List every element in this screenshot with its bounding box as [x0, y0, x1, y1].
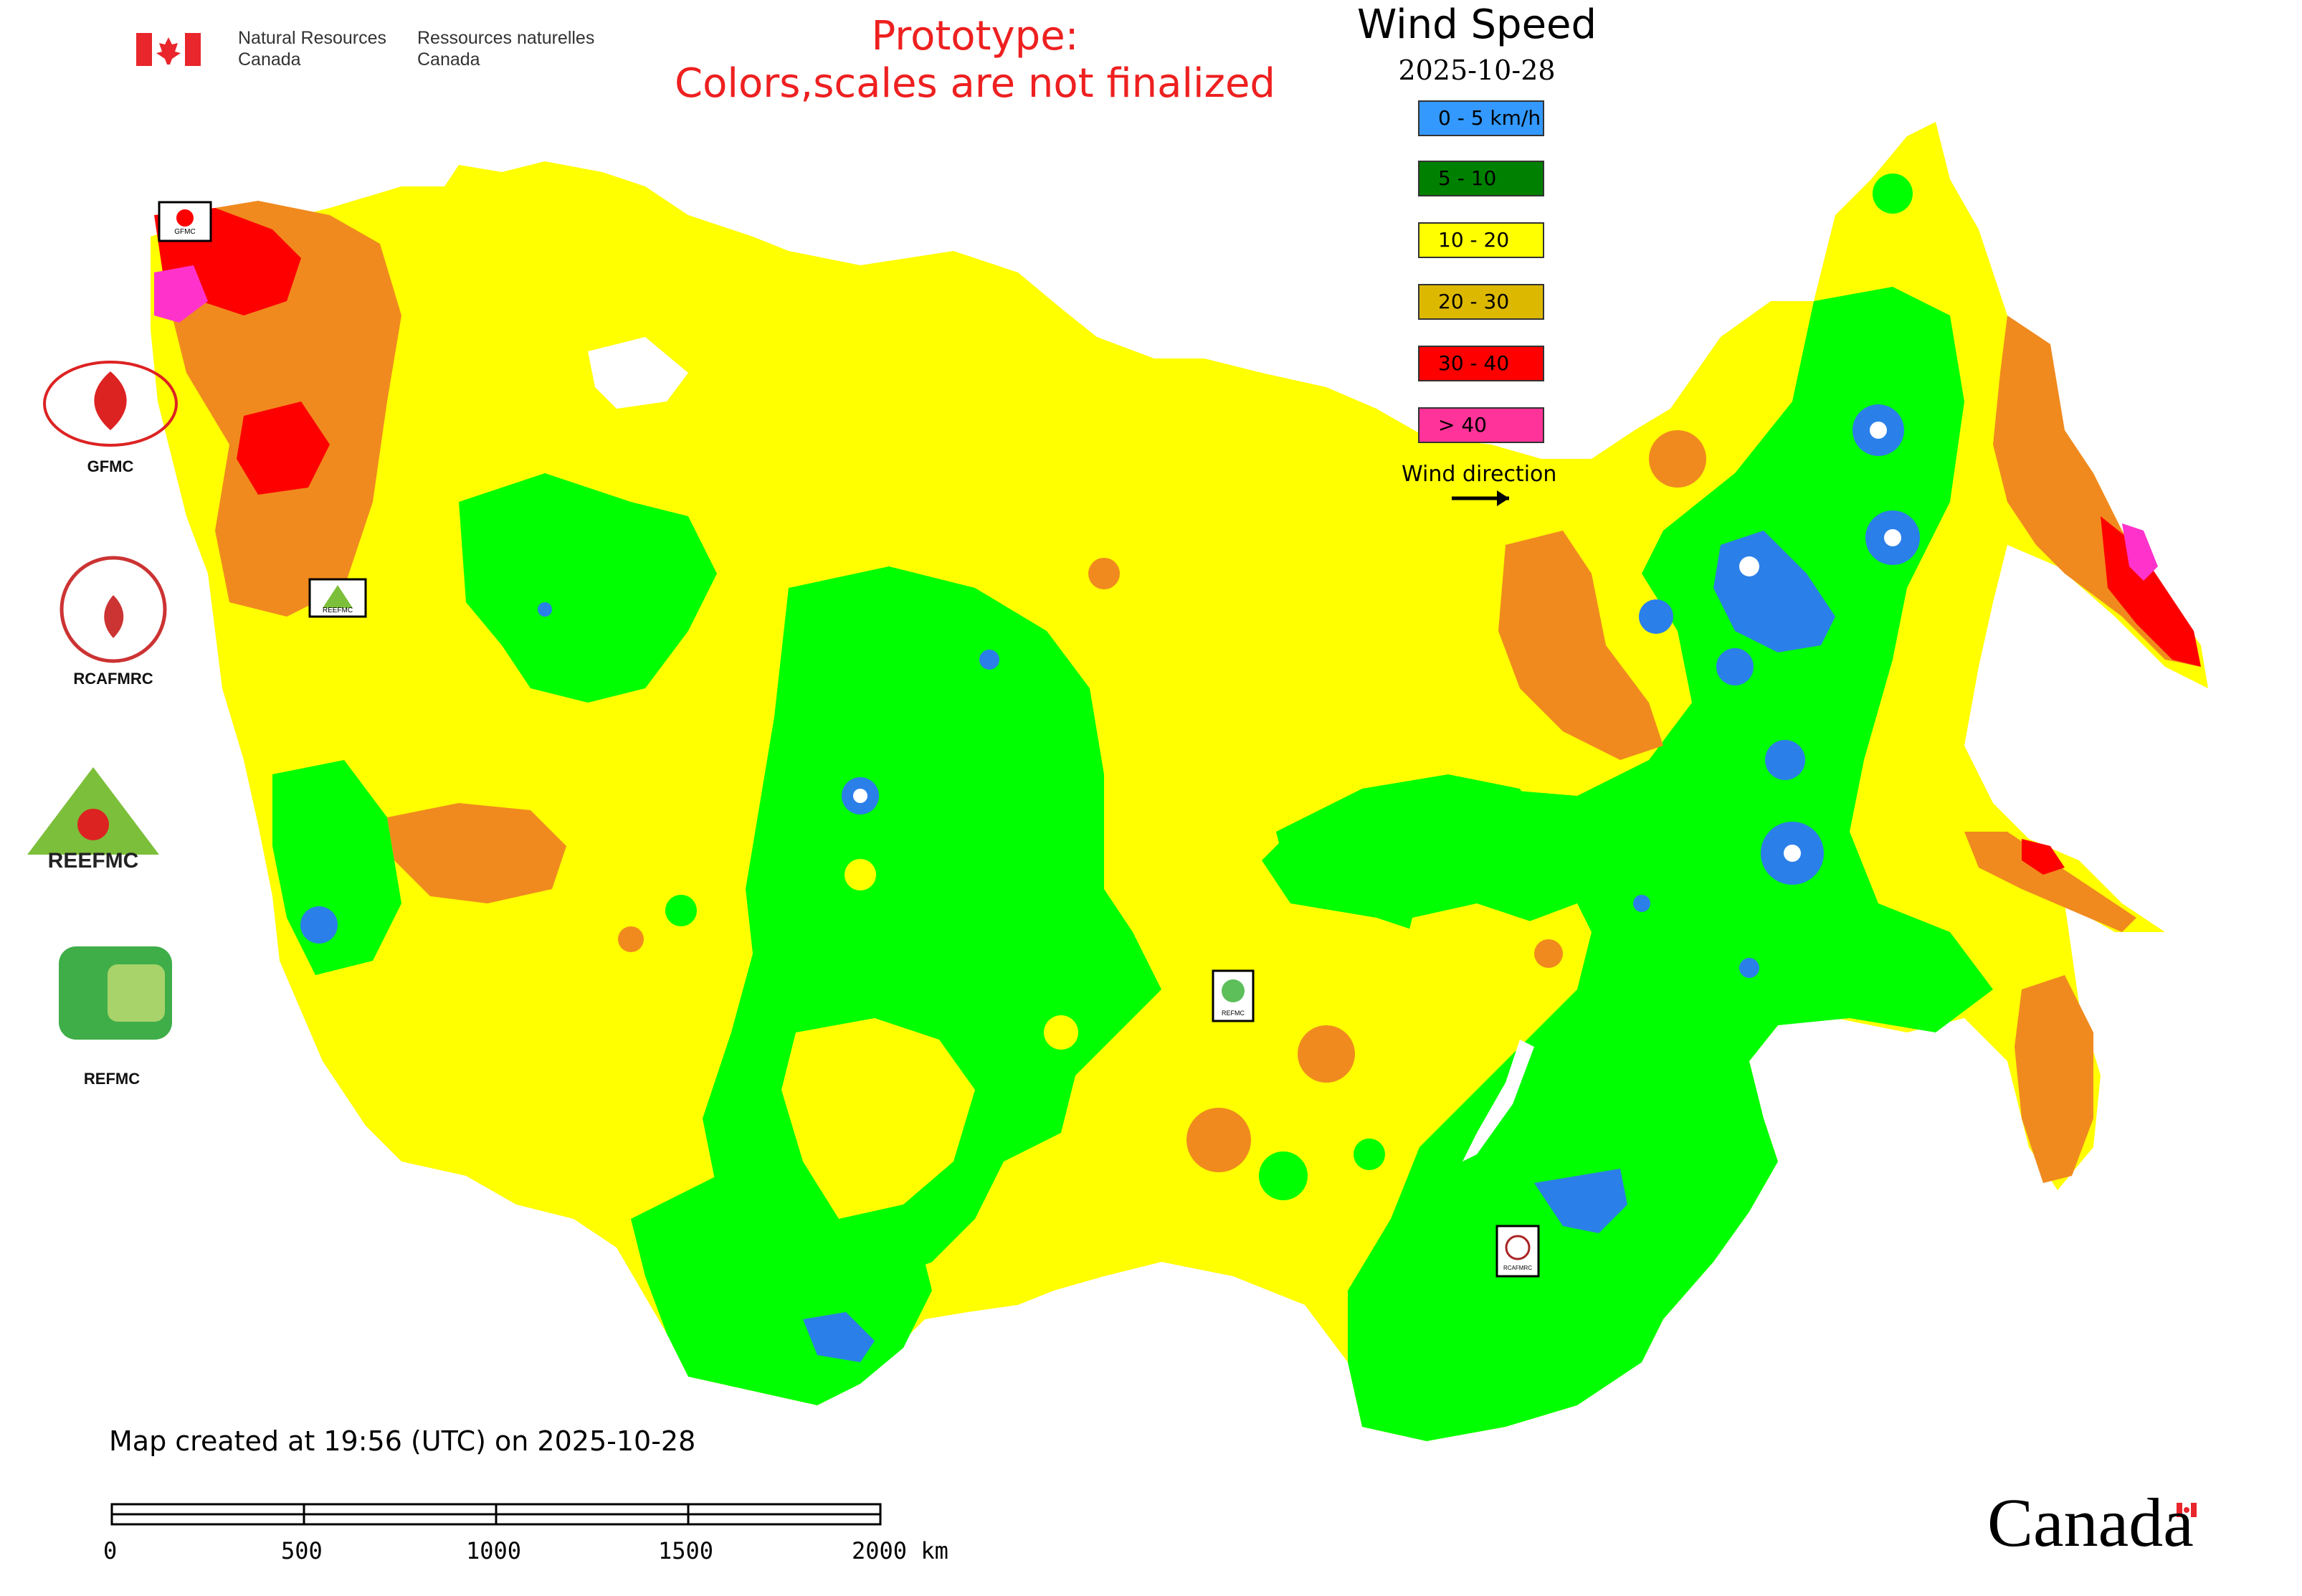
zone-magenta-nw: [154, 265, 208, 323]
island-novaya-zemlya: [946, 502, 1018, 566]
marker-icon: [176, 209, 194, 227]
reefmc-flame-icon: [77, 809, 109, 840]
logo-label-gfmc: GFMC: [87, 457, 134, 475]
scale-label-1000: 1000: [466, 1537, 522, 1564]
prototype-notice: Prototype: Colors,scales are not finaliz…: [645, 13, 1305, 108]
zone-red-kuril: [2022, 839, 2065, 875]
map-marker-rcafmrc: [1495, 1225, 1540, 1278]
orange-blob: [1088, 558, 1120, 589]
logo-label-rcafmrc: RCAFMRC: [73, 670, 153, 688]
gfmc-logo-icon: [43, 361, 178, 447]
orange-blob: [1186, 1108, 1251, 1172]
green-blob: [1259, 1151, 1308, 1200]
map-marker-label-gfmc: GFMC: [174, 228, 196, 236]
zone-yellow-kazakh: [781, 1018, 975, 1219]
legend-item-20-30: 20 - 30: [1418, 284, 1544, 320]
blue-blob: [1716, 648, 1754, 685]
white-sea: [588, 337, 688, 409]
white-calm: [1739, 556, 1759, 576]
legend-title: Wind Speed: [1356, 1, 1597, 48]
gfmc-flame-icon: [94, 371, 127, 430]
marker-icon: [323, 585, 353, 608]
white-calm: [1884, 529, 1901, 546]
logo-label-refmc: REFMC: [83, 1070, 141, 1088]
flag-right-bar: [185, 33, 201, 66]
legend-item-0-5: 0 - 5 km/h: [1418, 100, 1544, 136]
org-name-fr: Ressources naturelles Canada: [417, 27, 594, 70]
wind-direction-label: Wind direction: [1402, 462, 1557, 487]
wordmark-flag-right: [2191, 1503, 2197, 1517]
zone-green-mongolia: [1276, 774, 1549, 903]
blue-dot: [1739, 958, 1759, 978]
orange-blob: [1649, 430, 1706, 488]
scale-label-1500: 1500: [658, 1537, 714, 1564]
lake-baikal: [1462, 1040, 1534, 1162]
scale-label-2000: 2000 km: [852, 1537, 948, 1564]
rcafmrc-flame-icon: [104, 595, 124, 638]
zone-red-kamchatka: [2101, 516, 2201, 667]
blue-dot: [1633, 895, 1650, 912]
blue-dot: [538, 602, 552, 617]
prototype-line2: Colors,scales are not finalized: [675, 60, 1275, 107]
zone-magenta-kamchatka: [2122, 523, 2158, 581]
zone-blue-baikal: [1534, 1169, 1627, 1233]
yellow-blob: [845, 859, 876, 890]
orange-blob: [1534, 939, 1563, 968]
scale-label-500: 500: [281, 1537, 323, 1564]
white-calm: [1784, 845, 1801, 862]
blue-dot: [979, 650, 999, 670]
flag-left-bar: [136, 33, 152, 66]
zone-orange-sakhalin: [2015, 975, 2093, 1183]
zone-blue-south: [803, 1312, 875, 1362]
legend-date: 2025-10-28: [1398, 54, 1556, 86]
white-calm: [1870, 422, 1887, 439]
wind-direction-arrowhead: [1497, 490, 1509, 506]
map-marker-label-reefmc: REEFMC: [322, 607, 353, 614]
org-fr-line1: Ressources naturelles: [417, 28, 595, 48]
map-created-timestamp: Map created at 19:56 (UTC) on 2025-10-28: [109, 1425, 696, 1457]
maple-leaf-icon: [156, 37, 181, 65]
scale-label-0: 0: [103, 1537, 118, 1564]
zone-green-west: [459, 473, 717, 703]
zone-green-east: [1262, 287, 1993, 1441]
canada-wordmark: Canada: [1987, 1484, 2194, 1561]
blue-blob: [1765, 740, 1805, 780]
prototype-line1: Prototype:: [871, 13, 1079, 60]
map-marker-label-rcafmrc: RCAFMRC: [1503, 1265, 1532, 1271]
legend-item-30-40: 30 - 40: [1418, 346, 1544, 381]
white-calm: [853, 789, 867, 803]
zone-orange-ural: [387, 803, 566, 903]
island-north: [1219, 466, 1348, 545]
legend-item-10-20: 10 - 20: [1418, 222, 1544, 258]
wordmark-flag-left: [2177, 1503, 2182, 1517]
caspian-sea: [208, 918, 251, 1032]
refmc-inner-icon: [108, 964, 165, 1022]
org-en-line2: Canada: [238, 49, 301, 70]
green-blob: [665, 895, 697, 926]
org-fr-line2: Canada: [417, 49, 480, 70]
yellow-blob: [1044, 1015, 1078, 1050]
orange-blob: [618, 926, 644, 952]
zone-yellow-central: [1348, 903, 1577, 1162]
yellow-blob: [1361, 1053, 1392, 1084]
org-en-line1: Natural Resources: [238, 28, 387, 48]
zone-red-nw2: [237, 402, 330, 495]
legend-item-over-40: > 40: [1418, 407, 1544, 443]
green-blob: [1354, 1139, 1385, 1170]
green-blob: [1873, 174, 1913, 214]
zone-orange-yakutia: [1498, 531, 1663, 760]
blue-blob: [1639, 599, 1673, 634]
zone-orange-kuril: [1964, 832, 2136, 932]
blue-blob: [300, 906, 338, 944]
legend-item-5-10: 5 - 10: [1418, 161, 1544, 196]
map-marker-label-refmc: REFMC: [1222, 1010, 1245, 1017]
org-name-en: Natural Resources Canada: [238, 27, 386, 70]
marker-icon: [1222, 979, 1245, 1002]
logo-label-reefmc: REEFMC: [47, 849, 139, 873]
marker-icon: [1505, 1235, 1531, 1260]
orange-blob: [1298, 1025, 1355, 1083]
wordmark-maple-icon: [2184, 1507, 2189, 1513]
